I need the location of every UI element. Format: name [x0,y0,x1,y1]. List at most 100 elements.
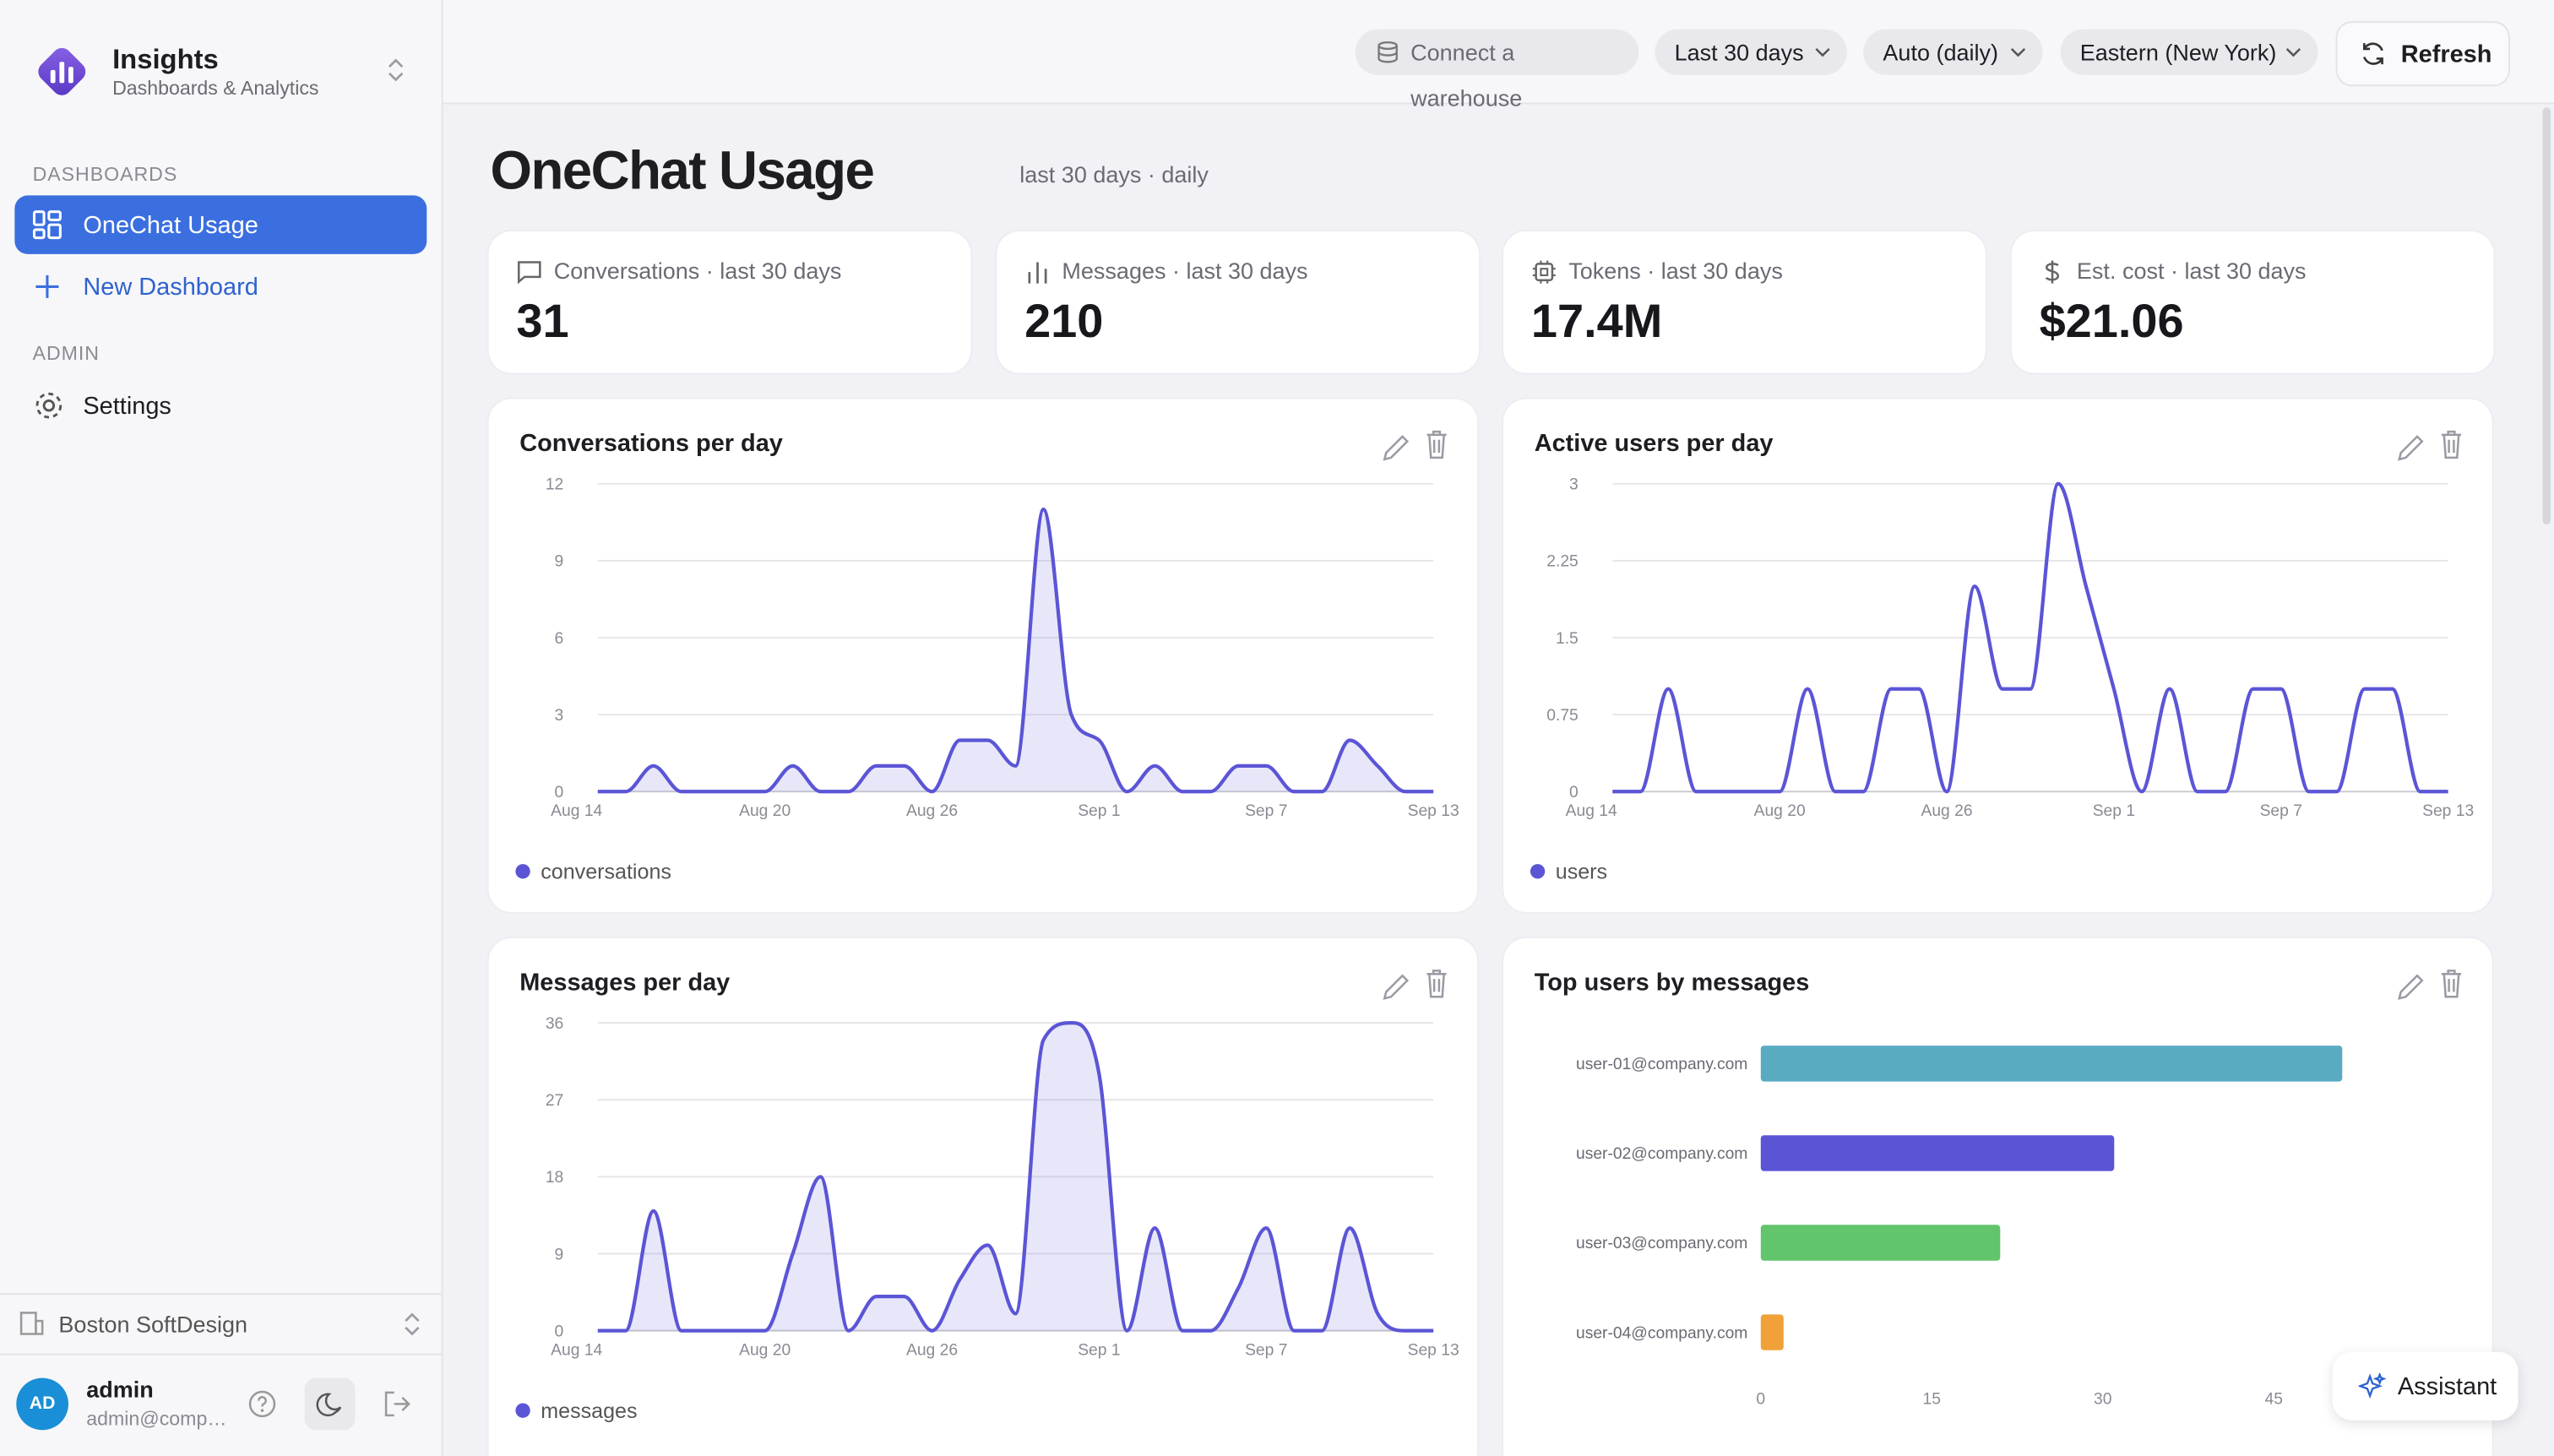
delete-button[interactable] [2441,970,2462,998]
y-tick-label: user-04@company.com [1576,1324,1747,1342]
page-title: OneChat Usage [490,139,874,201]
y-tick-label: 36 [546,1015,563,1033]
granularity-select[interactable]: Auto (daily) [1863,29,2043,75]
bar [1760,1314,1784,1350]
chart-card: Messages per day 0 9 18 27 36 Aug 14 Aug 20 Aug … [488,937,1478,1456]
chat-icon [517,261,541,285]
chevron [2285,47,2301,57]
kpi-card: Messages · last 30 days 210 [997,231,1480,373]
x-tick-label: Aug 14 [551,802,602,820]
edit-button[interactable] [1383,974,1410,1000]
nav-item[interactable]: New Dashboard [14,258,427,316]
line [597,508,1434,794]
y-tick-label: 0 [555,784,564,801]
y-tick-label: 12 [546,476,563,494]
legend-swatch [515,864,530,879]
x-tick-label: Aug 26 [1921,802,1972,820]
x-tick-label: Sep 13 [1408,802,1459,820]
sidebar: Insights Dashboards & Analytics DASHBOAR… [0,0,443,1456]
chart-title: Top users by messages [1535,970,1810,997]
trash-icon [2441,430,2462,459]
area [597,1023,1434,1331]
kpi-label: Conversations · last 30 days [553,257,842,284]
chart-card: Conversations per day 0 3 6 9 12 Aug 14 Aug 20 A… [488,399,1478,912]
workspace-switch[interactable] [384,57,407,83]
range-select[interactable]: Last 30 days [1655,29,1847,75]
page-subtitle: last 30 days · daily [1019,160,1209,187]
x-tick-label: Aug 20 [739,1342,791,1360]
x-tick-label: Sep 7 [1245,1342,1287,1360]
dashboard-icon [32,210,62,240]
dollar-icon [2045,260,2060,284]
edit-button[interactable] [2398,435,2424,461]
logout-button[interactable] [383,1389,412,1419]
trash-icon [2441,970,2462,998]
y-tick-label: user-01@company.com [1576,1056,1747,1073]
legend-label: users [1556,860,1607,883]
edit-button[interactable] [2398,974,2424,1000]
timezone-select[interactable]: Eastern (New York) [2060,29,2318,75]
delete-button[interactable] [1426,970,1447,998]
app-name: Insights [112,44,219,75]
y-tick-label: user-02@company.com [1576,1145,1747,1163]
chevron [1815,47,1830,57]
org-switch[interactable] [400,1311,423,1337]
db-icon [1378,41,1398,63]
help-button[interactable] [247,1389,277,1419]
kpi-value: 210 [1024,296,1104,349]
chart-title: Conversations per day [519,430,783,457]
granularity-label: Auto (daily) [1883,39,1998,66]
trash-icon [1426,430,1447,459]
x-tick-label: Aug 26 [906,1342,958,1360]
plus-icon [35,274,59,298]
x-tick-label: Aug 14 [551,1342,602,1360]
app-logo [38,47,86,95]
nav-item-active[interactable]: OneChat Usage [14,195,427,254]
assistant-button[interactable]: Assistant [2332,1351,2519,1421]
edit-button[interactable] [1383,435,1410,461]
chevron [2010,47,2026,57]
section-heading: DASHBOARDS [32,162,178,186]
delete-button[interactable] [1426,430,1447,459]
y-tick-label: 2.25 [1546,553,1579,571]
nav-label: OneChat Usage [83,211,258,240]
line [597,1021,1434,1333]
chart-card: Top users by messages 0 15 30 45 user-01@comp… [1503,937,2492,1456]
y-tick-label: 27 [546,1092,563,1110]
kpi-card: Tokens · last 30 days 17.4M [1503,231,1986,373]
theme-button[interactable] [304,1377,356,1431]
x-tick-label: Aug 14 [1566,802,1617,820]
connect-button[interactable]: Connect a warehouse [1355,29,1639,111]
x-tick-label: 45 [2265,1390,2283,1408]
chart-title: Messages per day [519,970,730,997]
bars-icon [1028,262,1047,284]
assistant-label: Assistant [2397,1372,2497,1401]
chart: Active users per day 0 0.75 1.5 2.25 3 Aug 14 A… [1530,430,2474,883]
x-tick-label: Aug 20 [739,802,791,820]
app-subtitle: Dashboards & Analytics [112,76,319,100]
legend-label: messages [541,1399,637,1423]
refresh-button[interactable]: Refresh [2337,22,2508,85]
area [597,509,1434,792]
divider [0,1353,442,1355]
user-email: admin@comp… [86,1407,227,1431]
nav-label: New Dashboard [83,273,258,302]
x-tick-label: 15 [1923,1390,1941,1408]
avatar: AD [16,1377,68,1431]
x-tick-label: Sep 7 [2260,802,2302,820]
org-icon [19,1312,44,1335]
pencil-icon [2398,974,2424,1000]
connect-label: Connect a warehouse [1410,39,1523,111]
delete-button[interactable] [2441,430,2462,459]
nav-item[interactable]: Settings [14,376,427,434]
nav-label: Settings [83,392,171,421]
kpi-card: Est. cost · last 30 days $21.06 [2011,231,2494,373]
chart-card: Active users per day 0 0.75 1.5 2.25 3 Aug 14 A… [1503,399,2492,912]
y-tick-label: 0 [555,1323,564,1340]
chip-icon [1532,260,1556,284]
bar [1760,1135,2115,1171]
org-name[interactable]: Boston SoftDesign [58,1311,248,1338]
sparkle-icon [2358,1372,2387,1399]
kpi-value: 31 [516,296,569,349]
